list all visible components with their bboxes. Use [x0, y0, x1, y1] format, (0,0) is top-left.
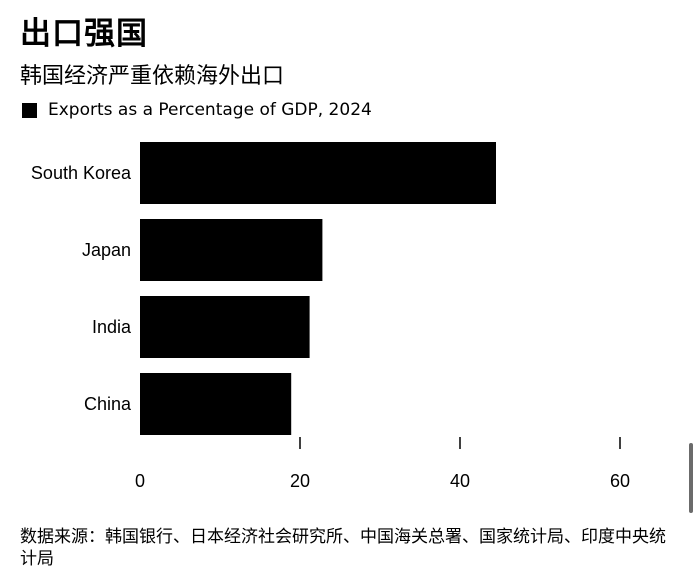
x-tick-label: 0: [135, 471, 145, 491]
chart-subtitle: 韩国经济严重依赖海外出口: [20, 64, 285, 89]
bar-china: [140, 373, 292, 435]
bar-japan: [140, 219, 323, 281]
bar-south-korea: [140, 142, 496, 204]
chart-title: 出口强国: [20, 16, 148, 52]
category-label: South Korea: [31, 163, 132, 183]
x-tick-label: 20: [290, 471, 310, 491]
source-note: 数据来源：韩国银行、日本经济社会研究所、中国海关总署、国家统计局、印度中央统计局: [20, 527, 666, 569]
category-label: Japan: [82, 240, 131, 260]
legend-label: Exports as a Percentage of GDP, 2024: [48, 100, 372, 120]
category-label: India: [92, 317, 132, 337]
bar-india: [140, 296, 310, 358]
legend: Exports as a Percentage of GDP, 2024: [22, 100, 372, 120]
x-tick-label: 40: [450, 471, 470, 491]
scrollbar-thumb[interactable]: [689, 443, 693, 513]
legend-swatch: [22, 102, 37, 118]
category-label: China: [84, 394, 132, 414]
bar-chart: South Korea Japan India China 0 20 40 60: [31, 142, 630, 491]
x-tick-label: 60: [610, 471, 630, 491]
